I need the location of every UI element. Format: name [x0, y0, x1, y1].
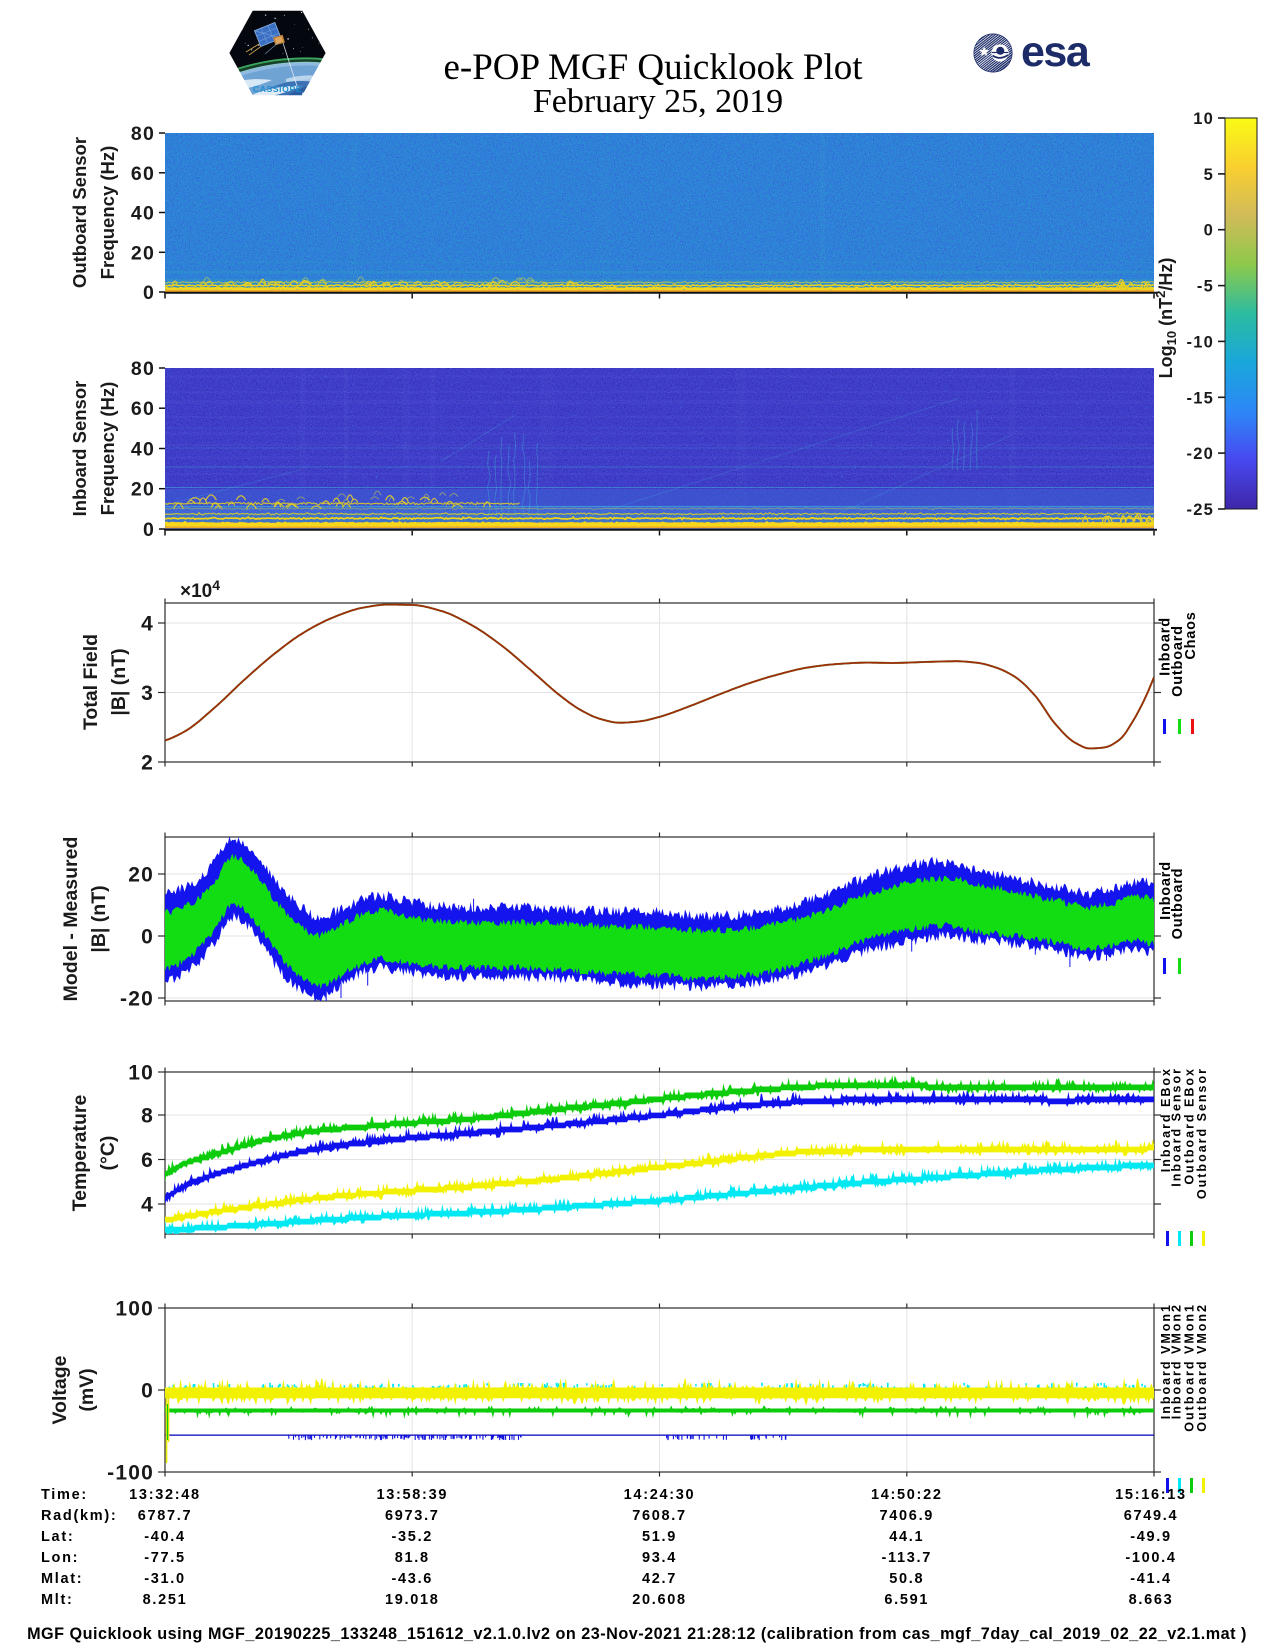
svg-text:2: 2	[141, 752, 154, 775]
svg-text:February 25, 2019: February 25, 2019	[533, 83, 783, 120]
svg-text:10: 10	[128, 1062, 154, 1085]
svg-text:-49.9: -49.9	[1130, 1529, 1172, 1545]
svg-text:(mV): (mV)	[76, 1368, 98, 1411]
svg-text:80: 80	[131, 123, 155, 145]
svg-text:4: 4	[141, 1194, 154, 1217]
svg-text:Outboard EBox: Outboard EBox	[1183, 1067, 1197, 1185]
svg-text:93.4: 93.4	[642, 1550, 677, 1566]
svg-text:Inboard VMon2: Inboard VMon2	[1170, 1303, 1184, 1419]
svg-text:Outboard Sensor: Outboard Sensor	[1195, 1067, 1209, 1199]
svg-text:Outboard: Outboard	[1170, 625, 1186, 697]
svg-text:Inboard Sensor: Inboard Sensor	[1170, 1067, 1184, 1187]
svg-text:50.8: 50.8	[889, 1571, 924, 1587]
svg-text:8: 8	[141, 1105, 154, 1128]
svg-text:-10: -10	[1187, 333, 1214, 351]
svg-text:-100.4: -100.4	[1125, 1550, 1176, 1566]
svg-text:13:58:39: 13:58:39	[376, 1487, 448, 1503]
svg-text:-20: -20	[1187, 445, 1214, 463]
svg-text:-40.4: -40.4	[144, 1529, 186, 1545]
svg-text:0: 0	[1204, 222, 1214, 240]
svg-text:-113.7: -113.7	[882, 1550, 933, 1566]
svg-text:-20: -20	[120, 988, 154, 1011]
svg-text:(°C): (°C)	[97, 1136, 119, 1171]
svg-text:-41.4: -41.4	[1130, 1571, 1172, 1587]
svg-text:13:32:48: 13:32:48	[129, 1487, 201, 1503]
svg-text:0: 0	[143, 282, 155, 304]
svg-text:3: 3	[141, 682, 154, 705]
svg-text:Chaos: Chaos	[1183, 611, 1199, 659]
svg-text:Lon:: Lon:	[41, 1550, 79, 1566]
svg-text:15:16:13: 15:16:13	[1115, 1487, 1187, 1503]
svg-text:-15: -15	[1187, 389, 1214, 407]
svg-text:42.7: 42.7	[642, 1571, 677, 1587]
svg-text:7608.7: 7608.7	[632, 1508, 687, 1524]
svg-text:0: 0	[141, 1380, 154, 1403]
svg-text:Voltage: Voltage	[49, 1355, 71, 1424]
svg-text:Inboard: Inboard	[1158, 617, 1174, 676]
svg-text:100: 100	[115, 1298, 154, 1321]
svg-text:44.1: 44.1	[889, 1529, 924, 1545]
svg-text:Inboard EBox: Inboard EBox	[1159, 1067, 1173, 1172]
svg-text:20: 20	[131, 242, 155, 264]
svg-text:6: 6	[141, 1149, 154, 1172]
svg-text:Inboard: Inboard	[1158, 861, 1174, 920]
svg-text:Log10 (nT2/Hz): Log10 (nT2/Hz)	[1153, 258, 1179, 379]
svg-text:14:50:22: 14:50:22	[871, 1487, 943, 1503]
svg-text:6.591: 6.591	[884, 1592, 929, 1608]
svg-text:8.251: 8.251	[143, 1592, 188, 1608]
svg-text:-5: -5	[1197, 278, 1214, 296]
svg-text:10: 10	[1193, 110, 1214, 128]
svg-text:-25: -25	[1187, 501, 1214, 519]
svg-text:Model - Measured: Model - Measured	[60, 837, 82, 1002]
svg-text:6749.4: 6749.4	[1124, 1508, 1179, 1524]
svg-text:60: 60	[131, 398, 155, 420]
svg-text:4: 4	[141, 613, 154, 636]
svg-text:19.018: 19.018	[385, 1592, 440, 1608]
svg-text:60: 60	[131, 163, 155, 185]
svg-text:|B| (nT): |B| (nT)	[108, 648, 130, 715]
svg-text:Outboard: Outboard	[1170, 868, 1186, 940]
svg-text:14:24:30: 14:24:30	[624, 1487, 696, 1503]
svg-text:7406.9: 7406.9	[880, 1508, 935, 1524]
svg-text:Frequency (Hz): Frequency (Hz)	[97, 382, 118, 516]
svg-text:Outboard VMon2: Outboard VMon2	[1195, 1303, 1209, 1432]
svg-text:0: 0	[143, 519, 155, 541]
svg-text:6787.7: 6787.7	[138, 1508, 193, 1524]
svg-text:Frequency (Hz): Frequency (Hz)	[97, 146, 118, 280]
svg-text:|B| (nT): |B| (nT)	[88, 885, 110, 952]
svg-text:81.8: 81.8	[395, 1550, 430, 1566]
svg-text:0: 0	[141, 926, 154, 949]
svg-text:Outboard VMon1: Outboard VMon1	[1183, 1303, 1197, 1432]
svg-text:Total Field: Total Field	[80, 634, 102, 730]
svg-text:e-POP MGF Quicklook Plot: e-POP MGF Quicklook Plot	[443, 47, 863, 88]
svg-text:6973.7: 6973.7	[385, 1508, 440, 1524]
svg-text:51.9: 51.9	[642, 1529, 677, 1545]
svg-text:-77.5: -77.5	[144, 1550, 186, 1566]
svg-text:Temperature: Temperature	[69, 1095, 91, 1212]
svg-text:20.608: 20.608	[632, 1592, 687, 1608]
svg-text:Inboard Sensor: Inboard Sensor	[69, 381, 90, 517]
svg-text:-35.2: -35.2	[392, 1529, 434, 1545]
svg-text:40: 40	[131, 439, 155, 461]
svg-text:esa: esa	[1021, 28, 1091, 76]
svg-text:Time:: Time:	[41, 1487, 88, 1503]
svg-text:MGF Quicklook using MGF_201902: MGF Quicklook using MGF_20190225_133248_…	[27, 1625, 1247, 1643]
svg-text:-100: -100	[107, 1462, 154, 1485]
svg-text:CASSIOPE: CASSIOPE	[253, 84, 302, 94]
svg-text:20: 20	[131, 479, 155, 501]
svg-text:Outboard Sensor: Outboard Sensor	[69, 137, 90, 288]
svg-text:8.663: 8.663	[1129, 1592, 1174, 1608]
svg-text:Inboard VMon1: Inboard VMon1	[1159, 1303, 1173, 1419]
svg-text:Mlat:: Mlat:	[41, 1571, 83, 1587]
svg-text:20: 20	[128, 864, 154, 887]
svg-text:-43.6: -43.6	[392, 1571, 434, 1587]
svg-text:40: 40	[131, 203, 155, 225]
svg-text:Rad(km):: Rad(km):	[41, 1508, 117, 1524]
svg-text:-31.0: -31.0	[144, 1571, 186, 1587]
svg-text:5: 5	[1204, 166, 1214, 184]
svg-text:Mlt:: Mlt:	[41, 1592, 74, 1608]
svg-text:80: 80	[131, 358, 155, 380]
svg-text:Lat:: Lat:	[41, 1529, 74, 1545]
